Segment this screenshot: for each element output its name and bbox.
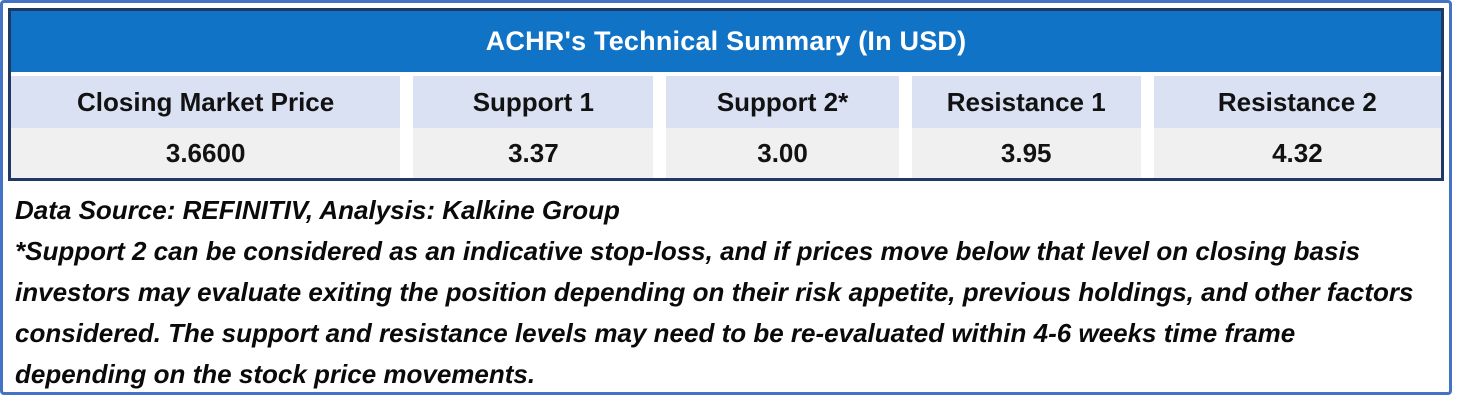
value-cell-support-2: 3.00 bbox=[666, 128, 899, 178]
value-cell-resistance-1: 3.95 bbox=[911, 128, 1141, 178]
disclaimer-text: *Support 2 can be considered as an indic… bbox=[15, 236, 1414, 389]
footnotes-section: Data Source: REFINITIV, Analysis: Kalkin… bbox=[3, 181, 1449, 392]
data-source-line: Data Source: REFINITIV, Analysis: Kalkin… bbox=[15, 195, 620, 225]
value-cell-support-1: 3.37 bbox=[413, 128, 654, 178]
header-cell-support-2: Support 2* bbox=[666, 76, 899, 128]
technical-summary-table: ACHR's Technical Summary (In USD) Closin… bbox=[8, 8, 1444, 181]
value-cell-closing-market-price: 3.6600 bbox=[11, 128, 401, 178]
header-cell-resistance-1: Resistance 1 bbox=[911, 76, 1141, 128]
table-title: ACHR's Technical Summary (In USD) bbox=[485, 26, 967, 56]
header-cell-closing-market-price: Closing Market Price bbox=[11, 76, 401, 128]
table-value-row: 3.6600 3.37 3.00 3.95 4.32 bbox=[11, 128, 1441, 178]
value-cell-resistance-2: 4.32 bbox=[1153, 128, 1441, 178]
table-header-row: Closing Market Price Support 1 Support 2… bbox=[11, 76, 1441, 128]
table-title-bar: ACHR's Technical Summary (In USD) bbox=[11, 11, 1441, 72]
header-cell-resistance-2: Resistance 2 bbox=[1153, 76, 1441, 128]
header-cell-support-1: Support 1 bbox=[413, 76, 654, 128]
title-header-divider bbox=[11, 72, 1441, 76]
